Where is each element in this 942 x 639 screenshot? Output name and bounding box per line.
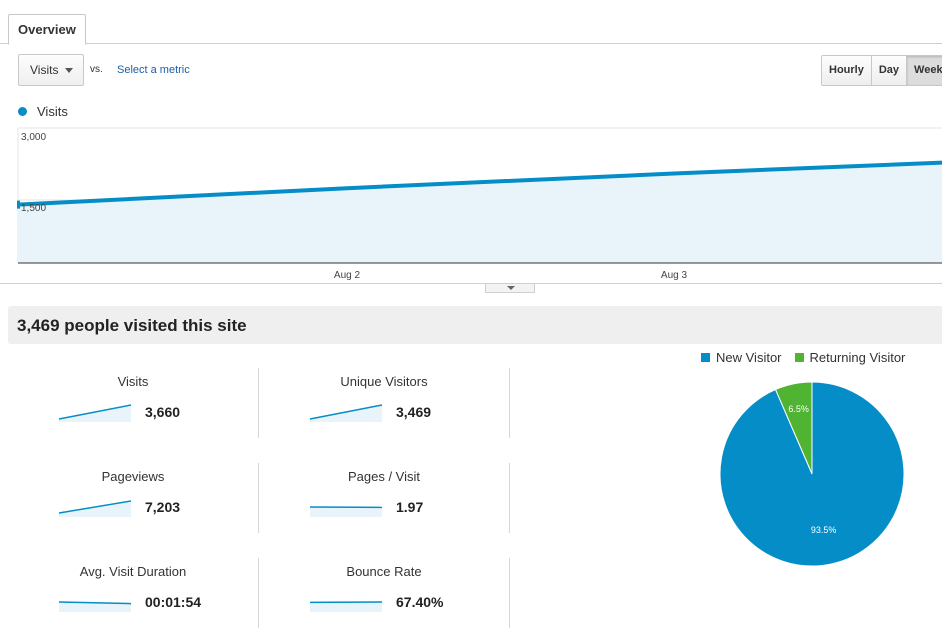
- pie-slice-new-visitor[interactable]: [719, 381, 905, 567]
- data-point[interactable]: [17, 200, 20, 209]
- metric-value: 3,469: [396, 404, 432, 420]
- y-tick-label: 3,000: [21, 132, 46, 143]
- chart-expander-handle[interactable]: [485, 284, 535, 293]
- metric-label: Visits: [117, 374, 149, 389]
- sparkline: [58, 601, 132, 612]
- x-tick-label: Aug 3: [661, 270, 688, 281]
- sparkline-area: [310, 507, 382, 517]
- week-button[interactable]: Week: [907, 56, 942, 85]
- metric-label: Pageviews: [101, 469, 165, 484]
- tab-overview[interactable]: Overview: [8, 14, 86, 45]
- metric-divider: [509, 368, 510, 438]
- series-area-visits: [18, 162, 942, 263]
- vs-label: vs.: [90, 64, 103, 75]
- sparkline-area: [310, 602, 382, 612]
- summary-headline: 3,469 people visited this site: [17, 316, 247, 335]
- sparkline-line: [58, 404, 132, 420]
- legend-label-visits: Visits: [37, 104, 68, 119]
- sparkline-line: [309, 404, 383, 420]
- metric-select[interactable]: Visits: [18, 54, 84, 86]
- visits-chart[interactable]: 3,000 1,500 Aug 2 Aug 3: [0, 126, 942, 284]
- pie-legend: New Visitor Returning Visitor: [701, 350, 918, 365]
- sparkline-line: [58, 601, 132, 605]
- metric-divider: [258, 368, 259, 438]
- metric-cell[interactable]: Visits 3,660: [8, 368, 258, 438]
- pie-legend-returning-visitor[interactable]: Returning Visitor: [794, 350, 906, 365]
- metric-cell[interactable]: Pages / Visit 1.97: [259, 463, 509, 533]
- sparkline: [309, 404, 383, 422]
- sparkline: [58, 500, 132, 517]
- pie-data-label: 6.5%: [788, 404, 809, 414]
- sparkline: [309, 506, 383, 517]
- metric-value: 00:01:54: [145, 594, 202, 610]
- pie-legend-label: Returning Visitor: [809, 350, 906, 365]
- summary-band: 3,469 people visited this site: [8, 306, 942, 344]
- chevron-down-icon: [507, 286, 515, 290]
- time-granularity-buttons: Hourly Day Week: [821, 55, 942, 86]
- legend-swatch-icon: [794, 353, 804, 362]
- metric-label: Unique Visitors: [340, 374, 428, 389]
- pie-data-label: 93.5%: [811, 525, 837, 535]
- sparkline-area: [59, 501, 131, 517]
- metric-label: Avg. Visit Duration: [79, 564, 187, 579]
- legend-dot-icon: [18, 107, 27, 116]
- sparkline-line: [58, 500, 132, 514]
- chart-legend: Visits: [18, 104, 68, 119]
- y-tick-label: 1,500: [21, 203, 46, 214]
- metric-cell[interactable]: Bounce Rate 67.40%: [259, 558, 509, 628]
- chevron-down-icon: [65, 68, 73, 73]
- metric-value: 1.97: [396, 499, 424, 515]
- metric-cell[interactable]: Pageviews 7,203: [8, 463, 258, 533]
- sparkline-area: [59, 602, 131, 612]
- metric-cell[interactable]: Unique Visitors 3,469: [259, 368, 509, 438]
- metric-divider: [509, 463, 510, 533]
- metric-select-value: Visits: [30, 63, 59, 77]
- metric-value: 67.40%: [396, 594, 444, 610]
- day-button[interactable]: Day: [871, 56, 908, 85]
- pie-legend-new-visitor[interactable]: New Visitor: [701, 350, 782, 365]
- sparkline: [58, 404, 132, 422]
- metric-divider: [258, 463, 259, 533]
- metric-value: 3,660: [145, 404, 181, 420]
- metric-label: Bounce Rate: [346, 564, 422, 579]
- series-line-visits[interactable]: [17, 160, 942, 207]
- metric-value: 7,203: [145, 499, 181, 515]
- visitor-type-pie-chart[interactable]: 6.5% 93.5%: [716, 378, 908, 570]
- tab-bar: Overview: [0, 0, 942, 45]
- sparkline: [309, 601, 383, 612]
- x-tick-label: Aug 2: [334, 270, 361, 281]
- metric-divider: [258, 558, 259, 628]
- metric-divider: [509, 558, 510, 628]
- pie-legend-label: New Visitor: [716, 350, 782, 365]
- select-metric-link[interactable]: Select a metric: [117, 64, 190, 76]
- metric-label: Pages / Visit: [347, 469, 421, 484]
- legend-swatch-icon: [701, 353, 710, 362]
- hourly-button[interactable]: Hourly: [822, 56, 872, 85]
- metric-cell[interactable]: Avg. Visit Duration 00:01:54: [8, 558, 258, 628]
